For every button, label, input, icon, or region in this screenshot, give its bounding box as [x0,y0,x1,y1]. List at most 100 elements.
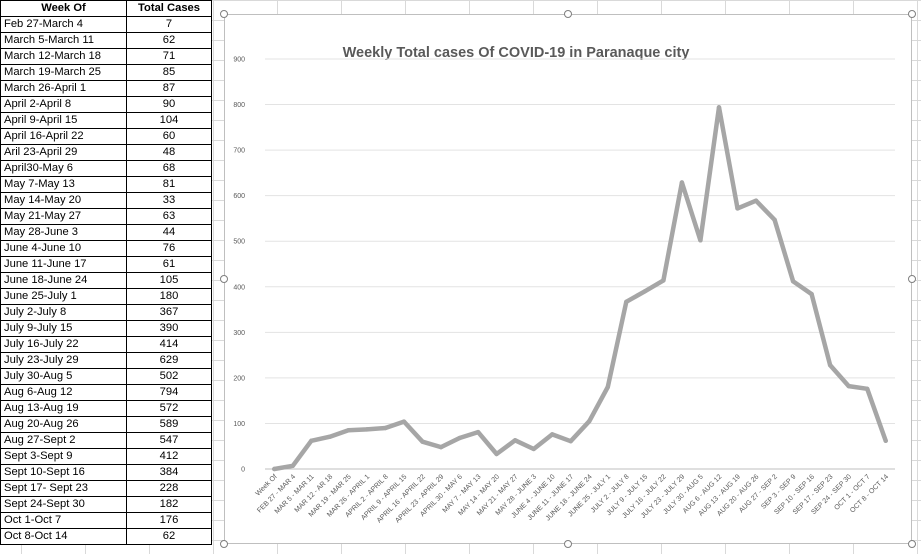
header-week-of[interactable]: Week Of [0,0,127,17]
data-point[interactable] [457,435,462,441]
cell-total-cases[interactable]: 61 [126,256,212,273]
resize-handle-top-left[interactable] [220,10,228,18]
data-point[interactable] [327,434,333,439]
data-point[interactable] [290,463,295,469]
cell-total-cases[interactable]: 414 [126,336,212,353]
cell-week[interactable]: June 18-June 24 [0,272,127,289]
data-point[interactable] [438,444,444,450]
cell-week[interactable]: May 21-May 27 [0,208,127,225]
data-point[interactable] [364,427,370,432]
header-total-cases[interactable]: Total Cases [126,0,212,17]
data-point[interactable] [716,105,722,110]
series-line-total-cases[interactable] [272,105,888,472]
data-point[interactable] [512,438,518,443]
data-point[interactable] [420,439,425,444]
data-point[interactable] [790,279,796,284]
cell-week[interactable]: May 28-June 3 [0,224,127,241]
cell-total-cases[interactable]: 60 [126,128,212,145]
cell-total-cases[interactable]: 62 [126,528,212,545]
cell-total-cases[interactable]: 412 [126,448,212,465]
data-point[interactable] [661,278,666,283]
cell-week[interactable]: June 4-June 10 [0,240,127,257]
cell-week[interactable]: July 16-July 22 [0,336,127,353]
cell-total-cases[interactable]: 62 [126,32,212,49]
cell-week[interactable]: April 16-April 22 [0,128,127,145]
cell-total-cases[interactable]: 794 [126,384,212,401]
cell-total-cases[interactable]: 502 [126,368,212,385]
cell-total-cases[interactable]: 81 [126,176,212,193]
cell-total-cases[interactable]: 7 [126,16,212,33]
cell-total-cases[interactable]: 33 [126,192,212,209]
cell-week[interactable]: Aug 13-Aug 19 [0,400,127,417]
cell-week[interactable]: Aug 6-Aug 12 [0,384,127,401]
data-point[interactable] [846,383,851,389]
cell-week[interactable]: March 5-March 11 [0,32,127,49]
cell-total-cases[interactable]: 87 [126,80,212,97]
cell-total-cases[interactable]: 176 [126,512,212,529]
cell-total-cases[interactable]: 48 [126,144,212,161]
cell-total-cases[interactable]: 547 [126,432,212,449]
cell-total-cases[interactable]: 367 [126,304,212,321]
cell-week[interactable]: Sept 3-Sept 9 [0,448,127,465]
cell-week[interactable]: April30-May 6 [0,160,127,177]
data-point[interactable] [809,291,814,297]
cell-total-cases[interactable]: 105 [126,272,212,289]
cell-total-cases[interactable]: 589 [126,416,212,433]
cell-week[interactable]: July 9-July 15 [0,320,127,337]
cell-week[interactable]: July 23-July 29 [0,352,127,369]
cell-week[interactable]: Aril 23-April 29 [0,144,127,161]
resize-handle-bottom-left[interactable] [220,540,228,548]
cell-week[interactable]: April 2-April 8 [0,96,127,113]
cell-week[interactable]: Aug 20-Aug 26 [0,416,127,433]
cell-total-cases[interactable]: 76 [126,240,212,257]
data-point[interactable] [383,425,388,431]
cell-week[interactable]: Aug 27-Sept 2 [0,432,127,449]
data-point[interactable] [827,362,833,368]
data-point[interactable] [475,429,481,435]
cell-total-cases[interactable]: 390 [126,320,212,337]
data-point[interactable] [735,206,740,211]
data-point[interactable] [309,438,314,443]
data-point[interactable] [568,439,573,444]
cell-week[interactable]: Sept 24-Sept 30 [0,496,127,513]
cell-total-cases[interactable]: 63 [126,208,212,225]
cell-week[interactable]: June 11-June 17 [0,256,127,273]
cell-total-cases[interactable]: 85 [126,64,212,81]
resize-handle-middle-right[interactable] [908,275,916,283]
data-point[interactable] [401,419,407,424]
cell-total-cases[interactable]: 68 [126,160,212,177]
cell-total-cases[interactable]: 629 [126,352,212,369]
cell-week[interactable]: Sept 10-Sept 16 [0,464,127,481]
data-point[interactable] [346,428,351,433]
data-point[interactable] [624,299,629,305]
cell-total-cases[interactable]: 182 [126,496,212,513]
data-point[interactable] [531,446,536,452]
cell-total-cases[interactable]: 228 [126,480,212,497]
cell-total-cases[interactable]: 44 [126,224,212,241]
data-point[interactable] [679,180,685,185]
data-point[interactable] [550,432,555,437]
data-point[interactable] [698,238,703,243]
cell-week[interactable]: Sept 17- Sept 23 [0,480,127,497]
cell-week[interactable]: March 26-April 1 [0,80,127,97]
cell-total-cases[interactable]: 90 [126,96,212,113]
cell-week[interactable]: June 25-July 1 [0,288,127,305]
cell-week[interactable]: July 2-July 8 [0,304,127,321]
data-point[interactable] [883,438,888,443]
cell-total-cases[interactable]: 384 [126,464,212,481]
data-point[interactable] [494,451,499,457]
cell-week[interactable]: Oct 1-Oct 7 [0,512,127,529]
data-point[interactable] [753,198,759,203]
data-point[interactable] [272,466,277,472]
cell-total-cases[interactable]: 104 [126,112,212,129]
resize-handle-middle-left[interactable] [220,275,228,283]
chart-area[interactable]: Weekly Total cases Of COVID-19 in Parana… [224,14,912,544]
resize-handle-bottom-middle[interactable] [564,540,572,548]
data-point[interactable] [642,289,648,294]
data-point[interactable] [587,418,592,424]
resize-handle-top-right[interactable] [908,10,916,18]
cell-total-cases[interactable]: 71 [126,48,212,65]
data-point[interactable] [865,386,870,392]
cell-total-cases[interactable]: 180 [126,288,212,305]
cell-week[interactable]: Feb 27-March 4 [0,16,127,33]
